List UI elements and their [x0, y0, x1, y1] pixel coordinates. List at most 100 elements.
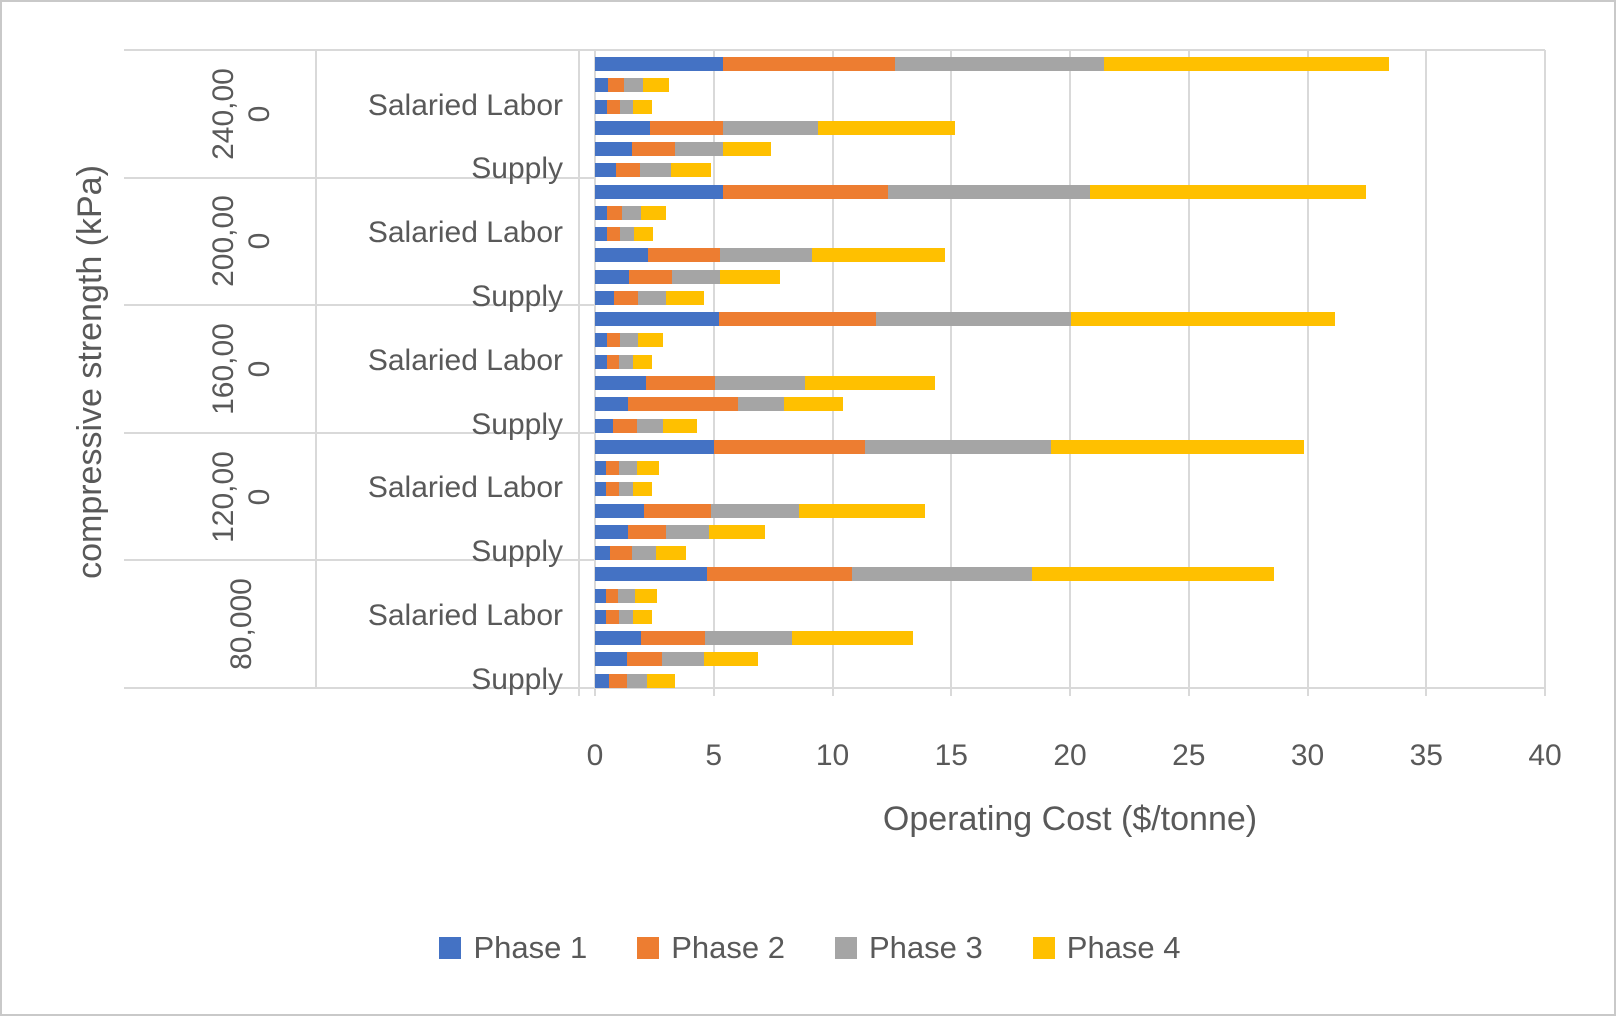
row-label: Salaried Labor — [367, 343, 563, 377]
bar-segment-phase-2 — [605, 461, 619, 476]
legend-swatch-icon — [439, 937, 462, 959]
category-separator-line — [124, 176, 595, 179]
legend-swatch-icon — [637, 937, 660, 959]
bar-segment-phase-2 — [612, 418, 637, 433]
bar-segment-phase-2 — [641, 631, 706, 646]
bar-segment-phase-3 — [617, 588, 636, 603]
bar-segment-phase-3 — [711, 503, 800, 518]
stacked-bar — [595, 631, 1545, 646]
bar-segment-phase-3 — [618, 482, 633, 497]
legend-label: Phase 3 — [869, 930, 983, 965]
bar-segment-phase-2 — [723, 184, 889, 199]
bar-segment-phase-1 — [595, 312, 719, 327]
bar-segment-phase-1 — [595, 673, 610, 688]
stacked-bar — [595, 652, 1545, 667]
gridline — [950, 50, 953, 688]
legend-label: Phase 2 — [671, 930, 785, 965]
bar-segment-phase-4 — [704, 652, 758, 667]
bar-segment-phase-1 — [595, 354, 607, 369]
x-tick-label: 35 — [1409, 739, 1443, 772]
bar-segment-phase-3 — [631, 546, 656, 561]
legend-swatch-icon — [835, 937, 857, 959]
bar-segment-phase-1 — [595, 482, 606, 497]
bar-segment-phase-4 — [799, 503, 926, 518]
group-label: 120,000 — [207, 450, 276, 543]
stacked-bar — [595, 376, 1545, 390]
x-tick-label: 30 — [1290, 739, 1325, 772]
bar-segment-phase-3 — [888, 184, 1091, 199]
bar-segment-phase-1 — [595, 163, 617, 178]
bar-segment-phase-2 — [649, 120, 724, 135]
legend-item-phase-2: Phase 2 — [637, 930, 785, 966]
bar-segment-phase-1 — [595, 142, 632, 157]
bar-segment-phase-3 — [619, 333, 638, 348]
bar-segment-phase-1 — [595, 333, 607, 348]
bar-segment-phase-3 — [623, 78, 643, 93]
row-label: Supply — [471, 279, 563, 313]
legend-item-phase-4: Phase 4 — [1032, 930, 1181, 966]
bar-segment-phase-2 — [631, 142, 675, 157]
bar-segment-phase-2 — [627, 652, 662, 667]
stacked-bar — [595, 290, 1545, 305]
bar-segment-phase-1 — [595, 57, 724, 71]
bar-segment-phase-3 — [619, 227, 635, 242]
x-tick-label: 5 — [705, 739, 723, 772]
category-separator-line — [124, 559, 595, 562]
bar-segment-phase-4 — [719, 269, 781, 284]
bar-segment-phase-4 — [818, 120, 955, 135]
bar-segment-phase-1 — [595, 439, 714, 454]
bar-segment-phase-2 — [718, 312, 877, 327]
bar-segment-phase-1 — [595, 567, 707, 582]
row-label: Supply — [471, 535, 563, 569]
bar-segment-phase-2 — [605, 482, 619, 497]
stacked-bar — [595, 439, 1545, 454]
bar-segment-phase-4 — [655, 546, 687, 561]
bar-segment-phase-4 — [1051, 439, 1304, 454]
gridline — [1544, 50, 1546, 688]
stacked-bar — [595, 609, 1545, 624]
bar-segment-phase-2 — [605, 588, 618, 603]
bar-segment-phase-4 — [634, 227, 654, 242]
x-tick-label: 10 — [815, 739, 850, 772]
bar-segment-phase-1 — [595, 461, 606, 476]
bar-segment-phase-4 — [792, 631, 914, 646]
stacked-bar — [595, 78, 1545, 93]
stacked-bar — [595, 503, 1545, 518]
bar-segment-phase-4 — [783, 397, 844, 412]
bar-segment-phase-2 — [648, 248, 720, 263]
bar-segment-phase-2 — [608, 78, 624, 93]
row-label: Supply — [471, 407, 563, 441]
bar-segment-phase-2 — [723, 57, 896, 71]
bar-segment-phase-1 — [595, 290, 614, 305]
bar-segment-phase-3 — [714, 376, 806, 390]
y-axis-title: compressive strength (kPa) — [71, 165, 109, 579]
bar-segment-phase-3 — [723, 120, 819, 135]
bar-segment-phase-3 — [876, 312, 1072, 327]
gridline — [1425, 50, 1428, 688]
group-label: 160,000 — [207, 323, 276, 415]
bar-segment-phase-2 — [646, 376, 715, 390]
row-label: Salaried Labor — [367, 216, 563, 250]
bar-segment-phase-1 — [595, 631, 642, 646]
x-axis-tick — [950, 688, 953, 696]
x-axis-tick — [1425, 688, 1428, 696]
legend-label: Phase 4 — [1066, 930, 1181, 965]
stacked-bar — [595, 227, 1545, 242]
category-axis-line — [578, 50, 580, 696]
bar-segment-phase-1 — [595, 184, 724, 199]
bar-segment-phase-1 — [595, 524, 629, 539]
bar-segment-phase-1 — [595, 269, 630, 284]
gridline — [1187, 50, 1190, 688]
bar-segment-phase-3 — [661, 652, 705, 667]
bar-segment-phase-3 — [719, 248, 813, 263]
category-separator-line — [124, 49, 595, 51]
bar-segment-phase-2 — [713, 439, 865, 454]
stacked-bar — [595, 567, 1545, 582]
x-axis-title: Operating Cost ($/tonne) — [882, 800, 1258, 838]
legend-label: Phase 1 — [473, 930, 588, 965]
row-label: Salaried Labor — [367, 88, 563, 122]
bar-segment-phase-3 — [619, 99, 633, 114]
x-axis-tick — [1306, 688, 1309, 696]
bar-segment-phase-4 — [1104, 57, 1390, 71]
stacked-bar — [595, 312, 1545, 327]
